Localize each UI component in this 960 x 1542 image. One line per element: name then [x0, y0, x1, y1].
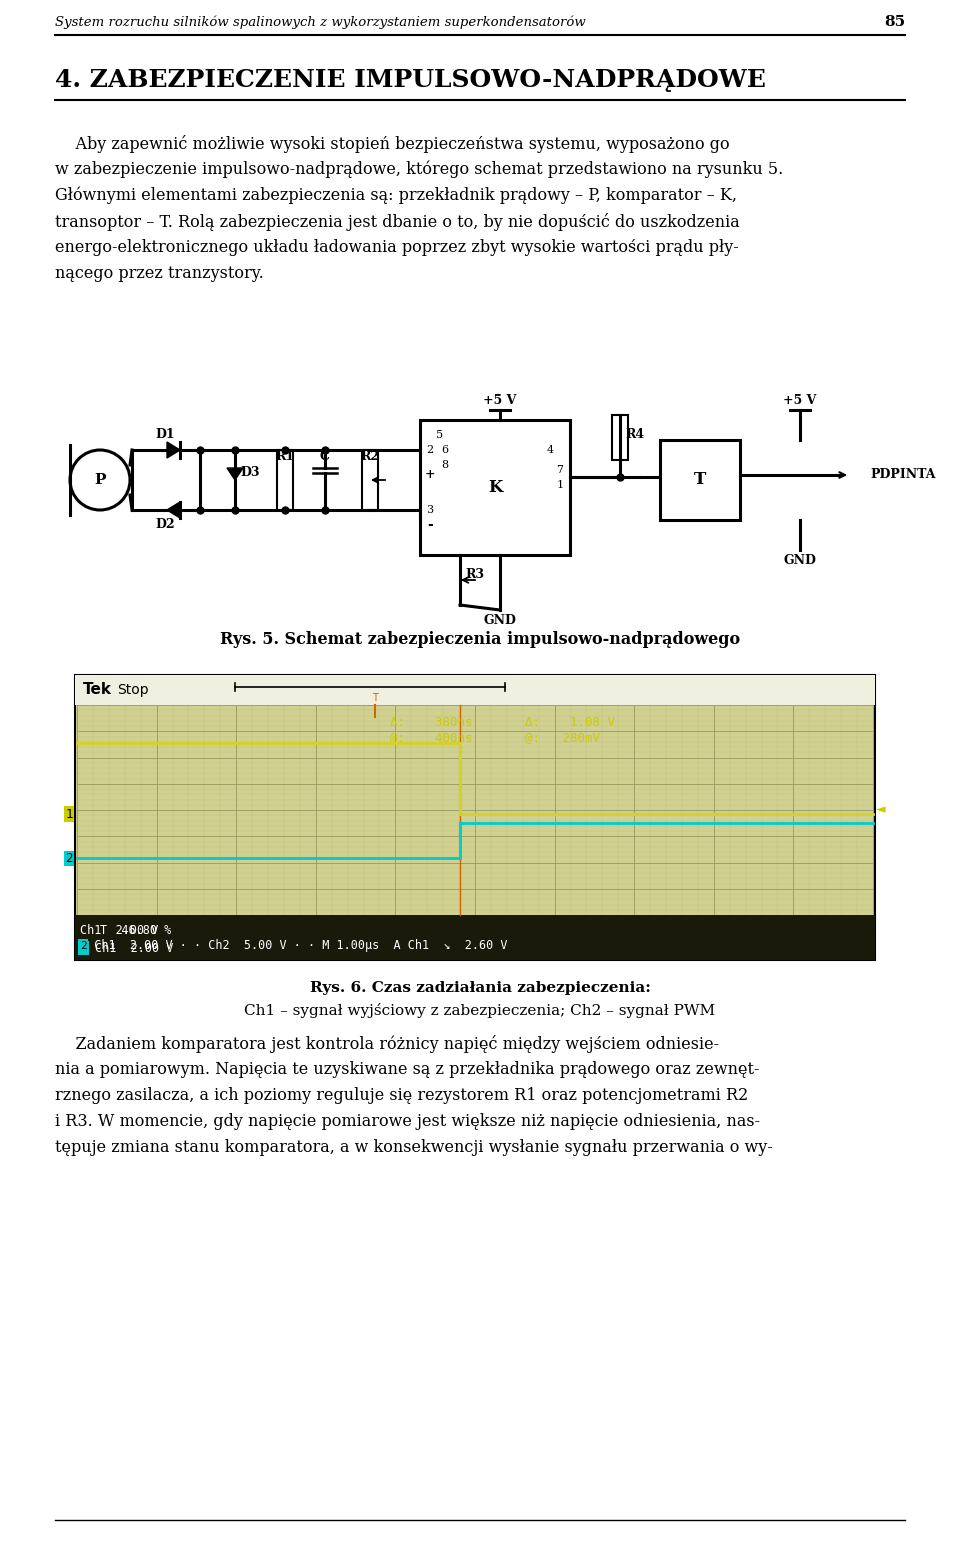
Text: T: T	[694, 472, 707, 489]
Text: Rys. 6. Czas zadziałania zabezpieczenia:: Rys. 6. Czas zadziałania zabezpieczenia:	[309, 981, 651, 995]
Text: R3: R3	[466, 569, 485, 581]
Text: 3: 3	[426, 504, 434, 515]
Text: Ch1 – sygnał wyjściowy z zabezpieczenia; Ch2 – sygnał PWM: Ch1 – sygnał wyjściowy z zabezpieczenia;…	[245, 1002, 715, 1018]
Text: Tek: Tek	[83, 683, 112, 697]
Text: R1: R1	[276, 450, 295, 464]
Text: C: C	[320, 450, 330, 464]
Text: R2: R2	[360, 450, 379, 464]
Text: D2: D2	[156, 518, 175, 532]
Bar	[612, 415, 628, 460]
Text: 2: 2	[80, 944, 86, 953]
Text: +5 V: +5 V	[483, 393, 516, 407]
Text: transoptor – T. Rolą zabezpieczenia jest dbanie o to, by nie dopuścić do uszkodz: transoptor – T. Rolą zabezpieczenia jest…	[55, 213, 740, 231]
Text: @:    400ns       @:   280mV: @: 400ns @: 280mV	[390, 731, 600, 745]
Text: ◄: ◄	[876, 803, 886, 816]
Text: 85: 85	[884, 15, 905, 29]
Text: Aby zapewnić możliwie wysoki stopień bezpieczeństwa systemu, wyposażono go: Aby zapewnić możliwie wysoki stopień bez…	[55, 136, 730, 153]
Text: Δ:    380ns       Δ:    1.08 V: Δ: 380ns Δ: 1.08 V	[390, 717, 615, 729]
Text: Ch1  2.00 V · · Ch2  5.00 V · · M 1.00μs  A Ch1  ↘  2.60 V: Ch1 2.00 V · · Ch2 5.00 V · · M 1.00μs A…	[80, 939, 508, 953]
Bar	[75, 914, 875, 961]
Text: nącego przez tranzystory.: nącego przez tranzystory.	[55, 265, 264, 282]
Text: K: K	[488, 478, 502, 495]
Polygon shape	[167, 443, 180, 458]
Text: 2: 2	[80, 941, 86, 951]
Text: Ch1  2.00 V: Ch1 2.00 V	[80, 924, 158, 936]
Text: +5 V: +5 V	[783, 393, 817, 407]
Text: 2: 2	[65, 851, 73, 865]
Text: Stop: Stop	[117, 683, 149, 697]
Text: +: +	[424, 469, 435, 481]
Text: tępuje zmiana stanu komparatora, a w konsekwencji wysłanie sygnału przerwania o : tępuje zmiana stanu komparatora, a w kon…	[55, 1140, 773, 1156]
Polygon shape	[167, 503, 180, 518]
Text: 1: 1	[557, 480, 564, 490]
Text: 1: 1	[65, 808, 73, 820]
Text: T  46.80 %: T 46.80 %	[100, 924, 171, 936]
Text: nia a pomiarowym. Napięcia te uzyskiwane są z przekładnika prądowego oraz zewnęt: nia a pomiarowym. Napięcia te uzyskiwane…	[55, 1061, 759, 1078]
Text: R4: R4	[625, 429, 644, 441]
Text: GND: GND	[783, 554, 816, 566]
Bar	[75, 675, 875, 705]
Text: Głównymi elementami zabezpieczenia są: przekładnik prądowy – P, komparator – K,: Głównymi elementami zabezpieczenia są: p…	[55, 187, 737, 205]
Text: w zabezpieczenie impulsowo-nadprądowe, którego schemat przedstawiono na rysunku : w zabezpieczenie impulsowo-nadprądowe, k…	[55, 160, 783, 179]
Text: PDPINTA: PDPINTA	[870, 469, 935, 481]
Bar	[75, 675, 875, 961]
Text: D1: D1	[156, 429, 175, 441]
Text: GND: GND	[484, 614, 516, 626]
Text: 4. ZABEZPIECZENIE IMPULSOWO-NADPRĄDOWE: 4. ZABEZPIECZENIE IMPULSOWO-NADPRĄDOWE	[55, 68, 766, 93]
Bar	[277, 450, 293, 510]
Text: T: T	[372, 692, 378, 703]
Text: rznego zasilacza, a ich poziomy reguluje się rezystorem R1 oraz potencjometrami : rznego zasilacza, a ich poziomy reguluje…	[55, 1087, 748, 1104]
Text: Ch1  2.00 V: Ch1 2.00 V	[95, 942, 174, 954]
Text: 6: 6	[442, 446, 448, 455]
Bar	[660, 439, 740, 520]
Polygon shape	[227, 469, 243, 480]
Text: System rozruchu silników spalinowych z wykorzystaniem superkondensatorów: System rozruchu silników spalinowych z w…	[55, 15, 586, 29]
Text: energo-elektronicznego układu ładowania poprzez zbyt wysokie wartości prądu pły-: energo-elektronicznego układu ładowania …	[55, 239, 739, 256]
Text: P: P	[94, 473, 106, 487]
Text: -: -	[427, 518, 433, 532]
Text: 7: 7	[557, 466, 564, 475]
Text: Rys. 5. Schemat zabezpieczenia impulsowo-nadprądowego: Rys. 5. Schemat zabezpieczenia impulsowo…	[220, 632, 740, 649]
Text: 5: 5	[437, 430, 444, 439]
Text: Zadaniem komparatora jest kontrola różnicy napięć między wejściem odniesie-: Zadaniem komparatora jest kontrola różni…	[55, 1035, 719, 1053]
Text: D3: D3	[240, 466, 260, 478]
Bar	[420, 419, 570, 555]
Bar	[362, 450, 378, 510]
Text: i R3. W momencie, gdy napięcie pomiarowe jest większe niż napięcie odniesienia, : i R3. W momencie, gdy napięcie pomiarowe…	[55, 1113, 760, 1130]
Text: 8: 8	[442, 460, 448, 470]
Text: 2: 2	[426, 446, 434, 455]
Text: 4: 4	[546, 446, 554, 455]
